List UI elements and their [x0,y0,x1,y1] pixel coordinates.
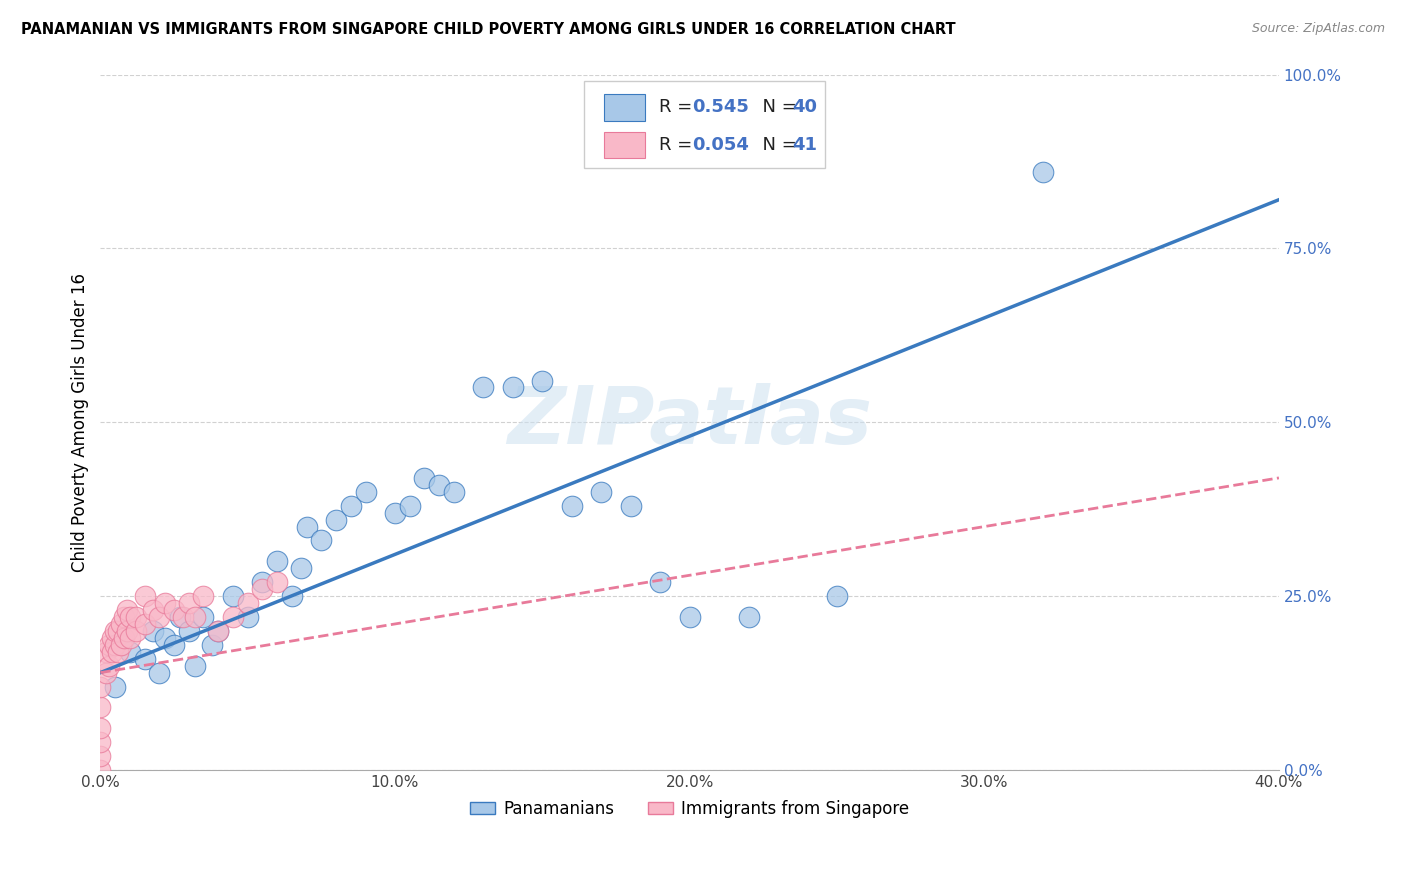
Text: Source: ZipAtlas.com: Source: ZipAtlas.com [1251,22,1385,36]
Text: N =: N = [751,98,803,116]
Point [104,680,127,694]
Point [177,624,200,638]
Point [177,596,200,610]
Point [98,638,121,652]
Point [153,631,176,645]
Point [107,645,129,659]
Point [110,638,132,652]
Point [266,554,288,568]
Point [183,610,205,624]
Point [169,610,191,624]
Point [678,610,700,624]
Point [89,763,111,777]
Point [125,610,148,624]
Point [207,624,229,638]
Point [98,658,121,673]
Point [222,610,245,624]
Point [591,484,613,499]
Point [89,721,111,735]
Point [311,533,333,548]
Point [443,484,465,499]
Point [115,624,138,638]
Point [354,484,377,499]
Point [193,610,215,624]
Point [134,589,156,603]
Y-axis label: Child Poverty Among Girls Under 16: Child Poverty Among Girls Under 16 [72,273,89,572]
Point [398,499,420,513]
Point [104,624,127,638]
Point [472,380,495,394]
Point [281,589,304,603]
Point [236,596,259,610]
Point [737,610,759,624]
Point [825,589,848,603]
Point [115,603,138,617]
Text: PANAMANIAN VS IMMIGRANTS FROM SINGAPORE CHILD POVERTY AMONG GIRLS UNDER 16 CORRE: PANAMANIAN VS IMMIGRANTS FROM SINGAPORE … [21,22,956,37]
Text: 41: 41 [792,136,817,154]
Point [183,658,205,673]
Point [650,575,672,590]
Point [252,582,274,597]
Point [125,624,148,638]
Point [148,665,170,680]
Point [110,616,132,631]
Text: 40: 40 [792,98,817,116]
Text: ZIPatlas: ZIPatlas [508,384,872,461]
Point [531,374,554,388]
Point [148,610,170,624]
Point [236,610,259,624]
Point [1032,165,1054,179]
Point [142,624,165,638]
Text: 0.054: 0.054 [692,136,749,154]
Point [201,638,224,652]
Point [89,680,111,694]
Point [89,735,111,749]
Point [89,749,111,764]
Point [295,519,318,533]
Point [118,645,141,659]
Point [620,499,643,513]
Point [252,575,274,590]
Point [153,596,176,610]
Point [104,638,127,652]
FancyBboxPatch shape [603,95,645,120]
Point [112,631,135,645]
Point [134,616,156,631]
Point [222,589,245,603]
Point [96,645,118,659]
Point [118,610,141,624]
Text: R =: R = [659,136,697,154]
Point [134,651,156,665]
Point [89,700,111,714]
Text: 0.545: 0.545 [692,98,749,116]
Point [96,665,118,680]
Point [193,589,215,603]
FancyBboxPatch shape [583,81,825,169]
Point [163,603,186,617]
Point [340,499,363,513]
Point [101,645,124,659]
Point [101,631,124,645]
FancyBboxPatch shape [603,132,645,158]
Point [290,561,312,575]
Point [207,624,229,638]
Point [502,380,524,394]
Point [107,624,129,638]
Point [561,499,583,513]
Legend: Panamanians, Immigrants from Singapore: Panamanians, Immigrants from Singapore [464,793,915,824]
Point [266,575,288,590]
Point [172,610,194,624]
Point [384,506,406,520]
Point [142,603,165,617]
Point [427,478,450,492]
Text: N =: N = [751,136,803,154]
Point [325,513,347,527]
Point [163,638,186,652]
Point [413,471,436,485]
Point [112,610,135,624]
Text: R =: R = [659,98,697,116]
Point [118,631,141,645]
